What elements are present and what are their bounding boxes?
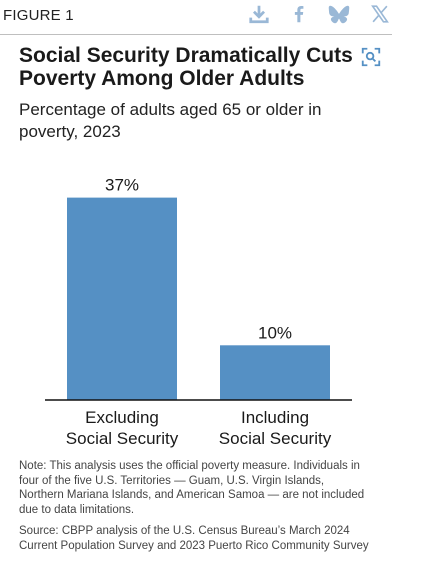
figure-header-bar: FIGURE 1 (0, 0, 392, 35)
x-twitter-icon[interactable] (369, 3, 391, 25)
chart-title: Social Security Dramatically Cuts Povert… (19, 44, 353, 90)
data-label-0: 37% (105, 176, 139, 195)
bar-chart: 37% Excluding Social Security 10% Including S… (45, 176, 352, 448)
download-icon[interactable] (248, 3, 270, 25)
category-label-0: Excluding Social Security (66, 408, 179, 448)
expand-icon[interactable] (360, 46, 382, 68)
bluesky-icon[interactable] (328, 3, 350, 25)
data-label-1: 10% (258, 323, 292, 342)
chart-subtitle: Percentage of adults aged 65 or older in… (19, 100, 322, 141)
bar-0 (67, 197, 177, 400)
category-label-1: Including Social Security (219, 408, 332, 448)
chart-notes: Note: This analysis uses the official po… (19, 459, 371, 561)
source-text: Source: CBPP analysis of the U.S. Census… (19, 525, 369, 552)
note-text: Note: This analysis uses the official po… (19, 460, 365, 516)
bar-1 (220, 345, 330, 400)
facebook-icon[interactable] (288, 3, 310, 25)
figure-label: FIGURE 1 (3, 7, 74, 24)
